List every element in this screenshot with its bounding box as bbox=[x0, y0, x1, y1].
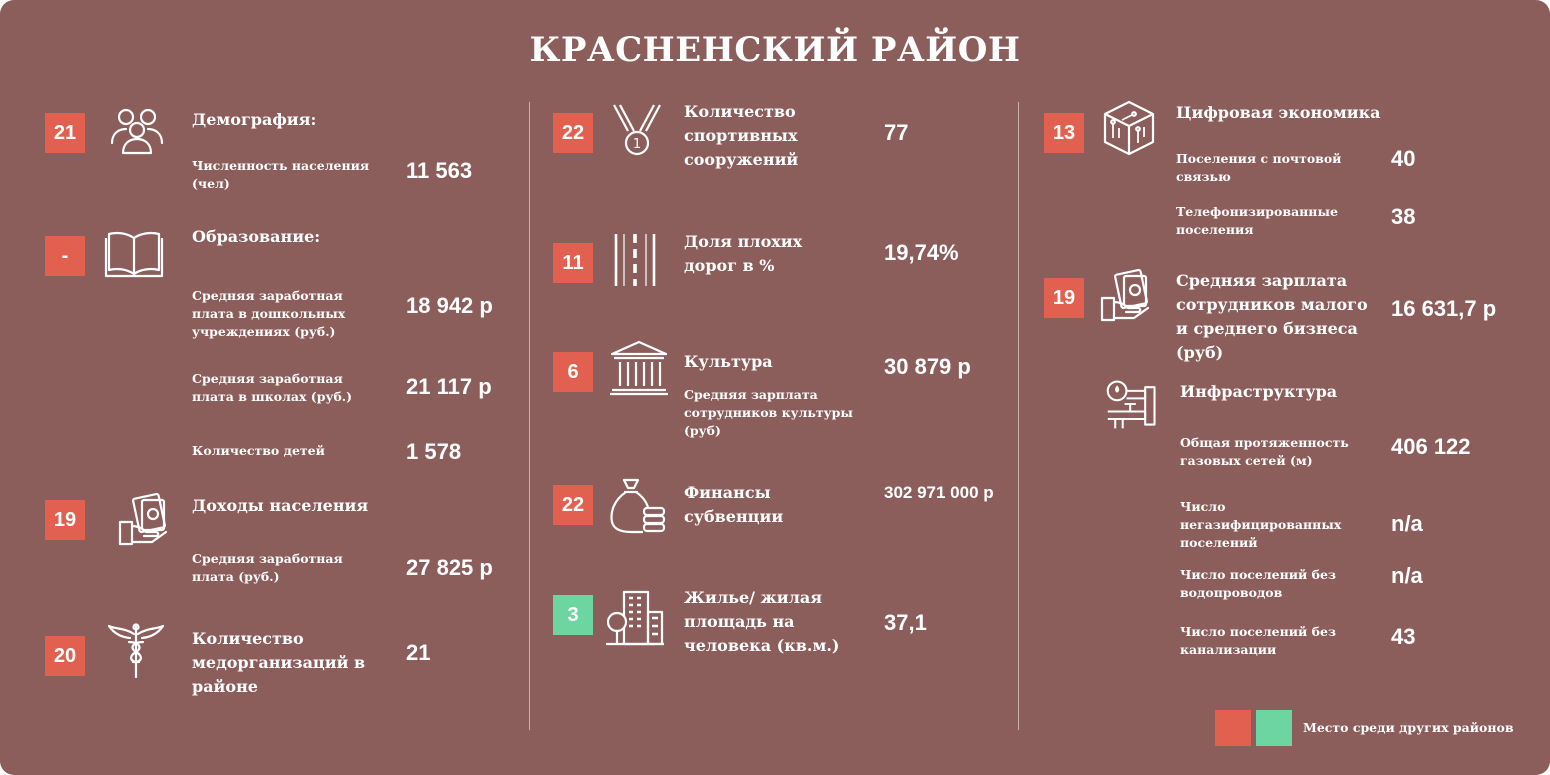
phone-value: 38 bbox=[1391, 204, 1416, 229]
preschool-salary-value: 18 942 р bbox=[406, 293, 493, 318]
pipes-icon bbox=[1104, 376, 1162, 432]
rank-badge-roads: 11 bbox=[553, 243, 593, 283]
money-hand-icon bbox=[1096, 268, 1158, 324]
legend-label: Место среди других районов bbox=[1303, 720, 1514, 735]
infrastructure-heading: Инфраструктура bbox=[1180, 382, 1338, 401]
finance-value: 302 971 000 р bbox=[884, 483, 994, 502]
school-salary-label: Средняя заработная плата в школах (руб.) bbox=[192, 371, 353, 404]
legend-green-swatch bbox=[1256, 710, 1292, 746]
medical-heading: Количество медорганизаций в районе bbox=[192, 629, 366, 696]
rank-badge-income: 19 bbox=[45, 500, 85, 540]
children-count-value: 1 578 bbox=[406, 439, 462, 464]
demography-heading: Демография: bbox=[192, 110, 317, 129]
culture-heading: Культура bbox=[684, 352, 773, 371]
education-heading: Образование: bbox=[192, 227, 321, 246]
average-salary-label: Средняя заработная плата (руб.) bbox=[192, 551, 343, 584]
museum-icon bbox=[608, 340, 670, 396]
svg-text:1: 1 bbox=[633, 137, 641, 152]
column-divider-2 bbox=[1018, 102, 1019, 730]
rank-badge-housing: 3 bbox=[553, 595, 593, 635]
school-salary-value: 21 117 р bbox=[406, 374, 492, 399]
digital-heading: Цифровая экономика bbox=[1176, 103, 1381, 122]
rank-badge-medical: 20 bbox=[45, 636, 85, 676]
roads-value: 19,74% bbox=[884, 240, 959, 265]
medical-value: 21 bbox=[406, 640, 431, 665]
housing-heading: Жилье/ жилая площадь на человека (кв.м.) bbox=[684, 588, 840, 655]
money-bag-icon bbox=[606, 478, 668, 534]
culture-salary-label: Средняя зарплата сотрудников культуры (р… bbox=[684, 387, 853, 438]
rank-badge-culture: 6 bbox=[553, 352, 593, 392]
circuit-cube-icon bbox=[1098, 100, 1160, 156]
no-water-value: n/a bbox=[1391, 563, 1423, 588]
sports-value: 77 bbox=[884, 120, 909, 145]
buildings-icon bbox=[604, 590, 666, 646]
postal-value: 40 bbox=[1391, 146, 1416, 171]
no-gas-value: n/a bbox=[1391, 511, 1423, 536]
finance-heading: Финансы субвенции bbox=[684, 483, 784, 526]
phone-label: Телефонизированные поселения bbox=[1176, 204, 1338, 237]
sme-value: 16 631,7 р bbox=[1391, 296, 1497, 321]
people-icon bbox=[106, 103, 168, 159]
gas-network-value: 406 122 bbox=[1391, 434, 1471, 459]
average-salary-value: 27 825 р bbox=[406, 555, 493, 580]
rank-badge-demography: 21 bbox=[45, 113, 85, 153]
rank-badge-sports: 22 bbox=[553, 113, 593, 153]
gas-network-label: Общая протяженность газовых сетей (м) bbox=[1180, 435, 1349, 468]
postal-label: Поселения с почтовой связью bbox=[1176, 151, 1342, 184]
money-hand-icon bbox=[114, 492, 176, 548]
income-heading: Доходы населения bbox=[192, 496, 369, 515]
medal-icon: 1 bbox=[606, 103, 668, 159]
children-count-label: Количество детей bbox=[192, 443, 325, 458]
sports-heading: Количество спортивных сооружений bbox=[684, 102, 799, 169]
rank-badge-digital: 13 bbox=[1044, 113, 1084, 153]
rank-badge-education: - bbox=[45, 236, 85, 276]
no-water-label: Число поселений без водопроводов bbox=[1180, 567, 1336, 600]
rank-badge-finance: 22 bbox=[553, 485, 593, 525]
caduceus-icon bbox=[105, 622, 167, 678]
preschool-salary-label: Средняя заработная плата в дошкольных уч… bbox=[192, 288, 346, 339]
no-gas-label: Число негазифицированных поселений bbox=[1180, 499, 1342, 550]
no-sewer-label: Число поселений без канализации bbox=[1180, 624, 1336, 657]
population-label: Численность населения (чел) bbox=[192, 158, 370, 191]
column-divider-1 bbox=[529, 102, 530, 730]
book-icon bbox=[103, 226, 165, 282]
culture-salary-value: 30 879 р bbox=[884, 354, 971, 379]
rank-badge-sme: 19 bbox=[1044, 278, 1084, 318]
legend-red-swatch bbox=[1215, 710, 1251, 746]
population-value: 11 563 bbox=[406, 158, 473, 183]
housing-value: 37,1 bbox=[884, 610, 927, 635]
page-title: КРАСНЕНСКИЙ РАЙОН bbox=[529, 30, 1021, 70]
road-icon bbox=[606, 232, 668, 288]
no-sewer-value: 43 bbox=[1391, 624, 1416, 649]
roads-heading: Доля плохих дорог в % bbox=[684, 232, 803, 275]
sme-heading: Средняя зарплата сотрудников малого и ср… bbox=[1176, 271, 1368, 362]
